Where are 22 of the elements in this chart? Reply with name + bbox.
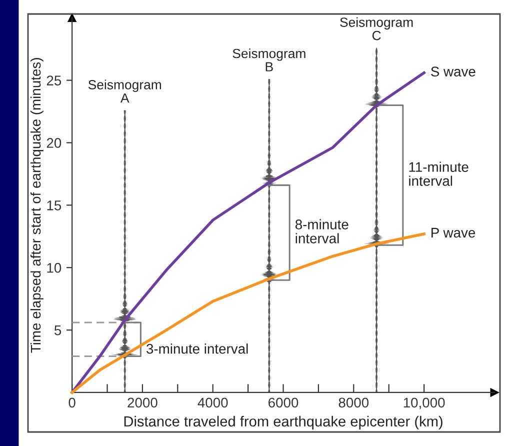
x-tick-label: 6000 xyxy=(268,398,298,408)
x-tick-label: 4000 xyxy=(198,398,228,408)
annotation: 11-minute interval xyxy=(409,162,468,186)
y-tick-label: 25 xyxy=(46,76,62,86)
annotation: 8-minute interval xyxy=(295,219,348,244)
x-tick-label: 2000 xyxy=(128,398,158,408)
x-tick-label: 10,000 xyxy=(404,398,445,410)
y-tick-label: 15 xyxy=(47,200,62,210)
line-series xyxy=(70,232,426,394)
x-tick-label: 8000 xyxy=(338,398,369,408)
x-axis-title: Distance traveled from earthquake epicenter (km) xyxy=(124,416,442,430)
annotation: Seismogram C xyxy=(340,17,413,40)
y-axis-title: Time elapsed after start of earthquake (minutes) xyxy=(30,58,44,353)
series-label: S wave xyxy=(431,66,476,77)
series-label: P wave xyxy=(432,228,476,238)
annotation: 3-minute interval xyxy=(146,344,248,354)
x-tick-label: 0 xyxy=(68,398,76,408)
y-tick-label: 5 xyxy=(54,326,62,336)
y-tick-label: 10 xyxy=(47,262,62,273)
annotation: Seismogram B xyxy=(232,48,306,72)
annotation: Seismogram A xyxy=(88,80,162,103)
y-tick-label: 20 xyxy=(46,138,62,148)
